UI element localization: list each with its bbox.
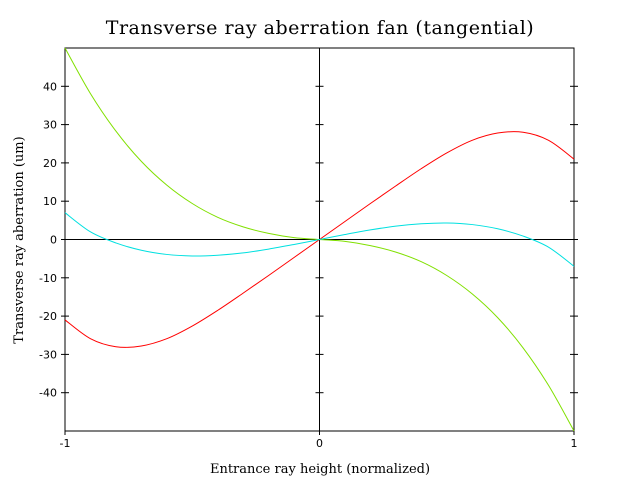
y-tick-label: 0: [50, 234, 57, 247]
y-tick-label: -40: [39, 387, 57, 400]
x-tick-label: 0: [316, 437, 323, 450]
y-tick-label: 30: [43, 119, 57, 132]
x-tick-label: 1: [571, 437, 578, 450]
x-axis-label: Entrance ray height (normalized): [210, 462, 430, 477]
x-tick-label: -1: [60, 437, 71, 450]
y-tick-label: -20: [39, 310, 57, 323]
y-tick-label: 20: [43, 157, 57, 170]
y-axis-label: Transverse ray aberration (um): [12, 136, 27, 343]
y-tick-label: -30: [39, 348, 57, 361]
y-tick-label: 10: [43, 195, 57, 208]
series-line-3: [64, 212, 575, 267]
y-tick-label: 40: [43, 80, 57, 93]
y-tick-label: -10: [39, 272, 57, 285]
chart-title: Transverse ray aberration fan (tangentia…: [106, 17, 534, 39]
